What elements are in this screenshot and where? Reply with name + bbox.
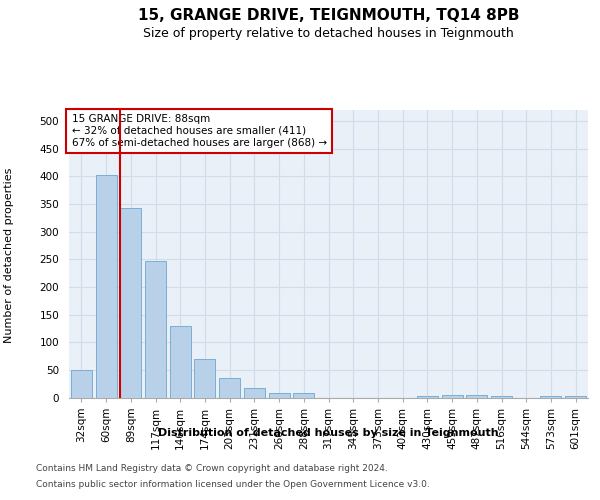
Text: 15 GRANGE DRIVE: 88sqm
← 32% of detached houses are smaller (411)
67% of semi-de: 15 GRANGE DRIVE: 88sqm ← 32% of detached… xyxy=(71,114,327,148)
Bar xyxy=(417,396,438,398)
Bar xyxy=(293,393,314,398)
Bar xyxy=(95,174,116,398)
Bar xyxy=(120,208,141,398)
Bar xyxy=(442,394,463,398)
Bar xyxy=(71,370,92,398)
Bar xyxy=(269,393,290,398)
Bar xyxy=(466,394,487,398)
Text: Contains public sector information licensed under the Open Government Licence v3: Contains public sector information licen… xyxy=(36,480,430,489)
Bar xyxy=(541,396,562,398)
Bar xyxy=(219,378,240,398)
Text: Number of detached properties: Number of detached properties xyxy=(4,168,14,342)
Text: Distribution of detached houses by size in Teignmouth: Distribution of detached houses by size … xyxy=(158,428,499,438)
Bar xyxy=(244,388,265,398)
Bar xyxy=(145,262,166,398)
Text: Size of property relative to detached houses in Teignmouth: Size of property relative to detached ho… xyxy=(143,26,514,40)
Bar xyxy=(491,396,512,398)
Bar xyxy=(194,359,215,398)
Bar xyxy=(565,396,586,398)
Bar xyxy=(170,326,191,398)
Text: 15, GRANGE DRIVE, TEIGNMOUTH, TQ14 8PB: 15, GRANGE DRIVE, TEIGNMOUTH, TQ14 8PB xyxy=(138,8,520,22)
Text: Contains HM Land Registry data © Crown copyright and database right 2024.: Contains HM Land Registry data © Crown c… xyxy=(36,464,388,473)
